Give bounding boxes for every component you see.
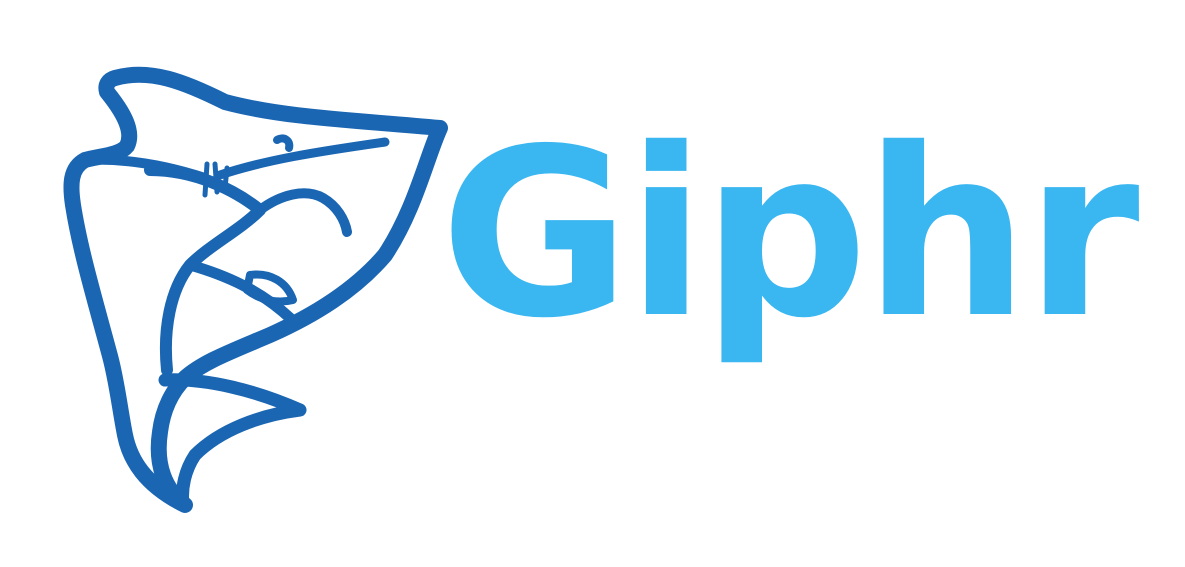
shark-icon — [63, 66, 448, 513]
wordmark-text: Giphr — [440, 99, 1140, 369]
shark-outline — [63, 66, 448, 513]
brand-wordmark: Giphr — [440, 118, 1140, 350]
